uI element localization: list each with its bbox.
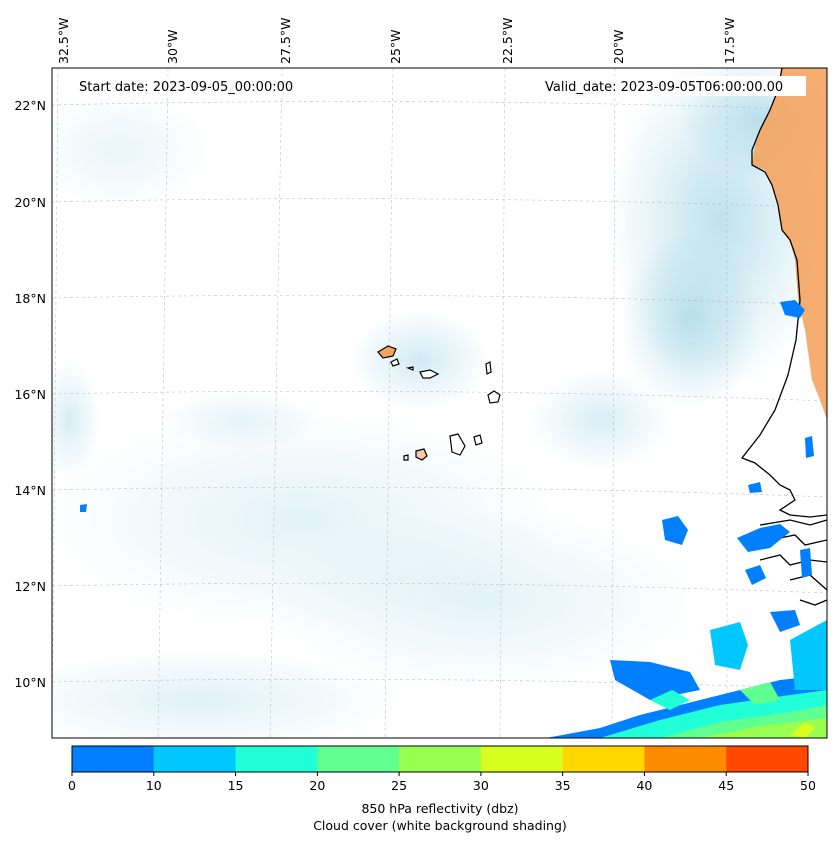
lat-label: 18°N: [14, 291, 46, 306]
coastline: [740, 68, 827, 606]
lat-label: 12°N: [14, 579, 46, 594]
lat-label: 16°N: [14, 387, 46, 402]
cloud-cover: [52, 68, 827, 738]
lon-label: 17.5°W: [722, 18, 737, 64]
valid-date-box: [540, 76, 806, 96]
lat-label: 20°N: [14, 195, 46, 210]
colorbar-label: 850 hPa reflectivity (dbz): [361, 801, 518, 816]
africa-land: [752, 68, 827, 420]
colorbar-segment: [399, 746, 482, 772]
colorbar-segment: [480, 746, 564, 772]
lon-label: 27.5°W: [278, 18, 293, 64]
colorbar-tick-label: 20: [309, 778, 325, 793]
colorbar-segment: [562, 746, 645, 772]
colorbar-sublabel: Cloud cover (white background shading): [313, 818, 567, 833]
longitude-labels: 32.5°W 30°W 27.5°W 25°W 22.5°W 20°W 17.5…: [56, 18, 737, 64]
valid-date-label: Valid_date: 2023-09-05T06:00:00.00: [545, 80, 783, 95]
lon-label: 20°W: [611, 29, 626, 64]
lat-label: 22°N: [14, 98, 46, 113]
latitude-labels: 22°N 20°N 18°N 16°N 14°N 12°N 10°N: [14, 98, 46, 690]
lon-label: 32.5°W: [56, 18, 71, 64]
colorbar-tick-label: 0: [68, 778, 76, 793]
colorbar-segment: [235, 746, 318, 772]
lon-label: 30°W: [165, 29, 180, 64]
map-frame: [51, 67, 828, 739]
colorbar-tick-label: 15: [228, 778, 244, 793]
graticule: [52, 68, 827, 738]
colorbar: 0 10 15 20 25 30 35 40 45 50: [68, 745, 816, 793]
colorbar-tick-label: 10: [146, 778, 162, 793]
colorbar-tick-label: 30: [473, 778, 489, 793]
lon-label: 22.5°W: [500, 18, 515, 64]
start-date-label: Start date: 2023-09-05_00:00:00: [79, 80, 293, 95]
colorbar-segment: [153, 746, 237, 772]
colorbar-segment: [317, 746, 400, 772]
colorbar-border: [71, 745, 809, 773]
reflectivity-patches: [80, 300, 827, 738]
colorbar-tick-label: 45: [718, 778, 734, 793]
lon-label: 25°W: [388, 29, 403, 64]
colorbar-segment: [726, 746, 809, 772]
lat-label: 10°N: [14, 675, 46, 690]
colorbar-tick-label: 25: [391, 778, 407, 793]
colorbar-segment: [644, 746, 727, 772]
colorbar-segment: [72, 746, 155, 772]
colorbar-tick-label: 35: [555, 778, 571, 793]
cape-verde-islands: [377, 345, 501, 461]
lat-label: 14°N: [14, 483, 46, 498]
colorbar-tick-label: 50: [800, 778, 816, 793]
colorbar-tick-label: 40: [636, 778, 652, 793]
start-date-box: [72, 76, 320, 96]
